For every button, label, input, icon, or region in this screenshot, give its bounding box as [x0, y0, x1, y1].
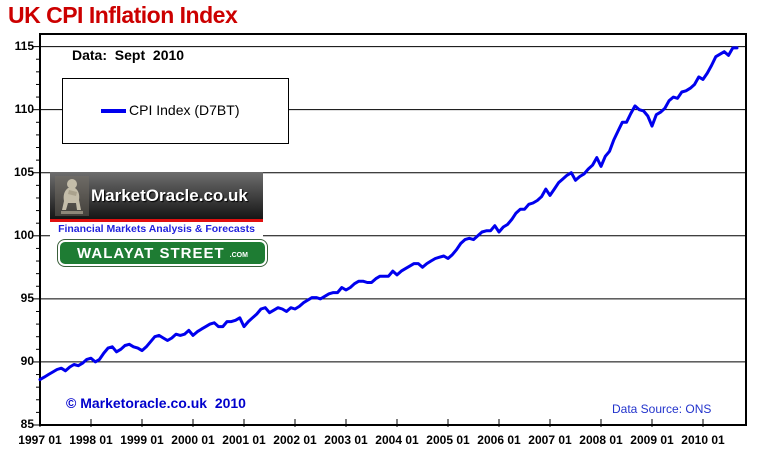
walayat-street-sign: WALAYAT STREET .COM	[58, 240, 267, 266]
x-axis-tick-label: 1999 01	[120, 433, 164, 447]
thinker-statue-icon	[55, 175, 89, 216]
walayat-street-sign-tld: .COM	[229, 251, 248, 259]
cpi-line	[38, 46, 739, 382]
x-axis-tick-label: 2002 01	[273, 433, 317, 447]
y-axis-tick-label: 90	[20, 353, 34, 368]
x-axis-tick-label: 2003 01	[324, 433, 368, 447]
x-axis-tick-label: 1997 01	[18, 433, 62, 447]
marketoracle-logo-stripe	[50, 219, 263, 222]
marketoracle-tagline: Financial Markets Analysis & Forecasts	[50, 222, 263, 237]
y-axis-tick-label: 110	[14, 101, 34, 116]
copyright-text: © Marketoracle.co.uk 2010	[66, 395, 246, 411]
y-axis-tick-label: 100	[13, 227, 34, 242]
y-axis-tick-label: 95	[20, 290, 34, 305]
y-axis-tick-label: 115	[14, 38, 34, 53]
x-axis-tick-label: 2008 01	[579, 433, 623, 447]
x-axis-tick-label: 2001 01	[222, 433, 266, 447]
data-vintage-label: Data: Sept 2010	[72, 47, 185, 63]
legend-box: CPI Index (D7BT)	[62, 78, 289, 144]
x-axis-tick-label: 1998 01	[69, 433, 113, 447]
x-axis-tick-label: 2007 01	[528, 433, 572, 447]
chart-title: UK CPI Inflation Index	[8, 2, 238, 28]
y-axis-tick-label: 85	[20, 417, 34, 431]
data-source-label: Data Source: ONS	[612, 402, 712, 416]
marketoracle-logo-text: MarketOracle.co.uk	[91, 185, 248, 205]
x-axis-tick-label: 2006 01	[477, 433, 521, 447]
walayat-street-sign-text: WALAYAT STREET	[77, 244, 225, 262]
x-axis-tick-label: 2005 01	[426, 433, 470, 447]
marketoracle-logo-banner: MarketOracle.co.uk	[50, 172, 263, 219]
plot-border	[39, 33, 747, 426]
marketoracle-logo: MarketOracle.co.uk Financial Markets Ana…	[50, 172, 263, 237]
y-axis-tick-label: 105	[13, 164, 34, 179]
legend-label: CPI Index (D7BT)	[129, 102, 240, 118]
x-axis-tick-label: 2009 01	[630, 433, 674, 447]
x-axis-tick-label: 2010 01	[681, 433, 725, 447]
legend-line-swatch	[101, 109, 126, 113]
x-axis-tick-label: 2000 01	[171, 433, 215, 447]
x-axis-tick-label: 2004 01	[375, 433, 419, 447]
